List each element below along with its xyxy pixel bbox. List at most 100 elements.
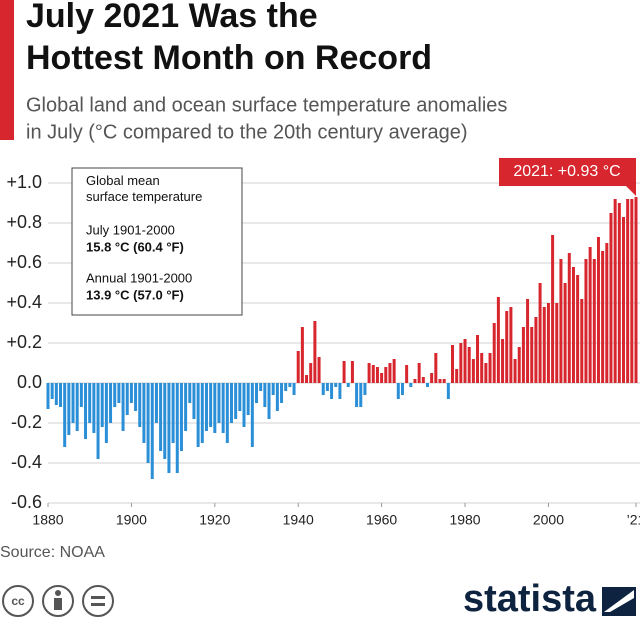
bar (305, 375, 309, 383)
annotation: 2021: +0.93 °C (513, 163, 620, 180)
bar (425, 383, 429, 387)
note-text: July 1901-2000 (86, 222, 175, 237)
note-box (71, 167, 243, 316)
bar (296, 351, 300, 383)
bar (259, 383, 263, 391)
cc-icon (2, 585, 34, 617)
bar (350, 361, 354, 383)
bar (630, 199, 634, 383)
bar (255, 383, 259, 403)
bar (501, 339, 505, 383)
bar (242, 383, 246, 427)
bar (471, 359, 475, 383)
bar (484, 363, 488, 383)
bar (292, 383, 296, 395)
bar (125, 383, 129, 415)
nd-icon-bar (91, 596, 105, 599)
bar (530, 327, 534, 383)
chart-subtitle: in July (°C compared to the 20th century… (26, 121, 468, 143)
bar (342, 361, 346, 383)
bar (380, 373, 384, 383)
note-heading: Global mean surface temperature (86, 173, 202, 204)
bar (555, 303, 559, 383)
y-tick-label: -0.6 (11, 492, 42, 512)
bar (546, 303, 550, 383)
chart-title: July 2021 Was the (26, 0, 318, 35)
bar (542, 307, 546, 383)
brand: statista (463, 578, 597, 619)
bar (626, 199, 630, 383)
bar (96, 383, 100, 459)
title-accent (0, 0, 14, 140)
bar (88, 383, 92, 423)
bar (229, 383, 233, 423)
bar (288, 383, 292, 387)
bar (488, 353, 492, 383)
bar (513, 359, 517, 383)
bar (71, 383, 75, 423)
bar (505, 311, 509, 383)
bar (104, 383, 108, 443)
bar (605, 243, 609, 383)
y-tick-label: -0.4 (11, 452, 42, 472)
bar (446, 383, 450, 399)
bar (588, 247, 592, 383)
bar (517, 347, 521, 383)
bar (455, 369, 459, 383)
bar (480, 353, 484, 383)
bar (538, 283, 542, 383)
bar (526, 299, 530, 383)
bar (496, 297, 500, 383)
bar (392, 359, 396, 383)
bar (217, 383, 221, 423)
bar (100, 383, 104, 427)
bar (367, 363, 371, 383)
bar (113, 383, 117, 407)
x-tick-label: 2000 (533, 512, 564, 528)
y-tick-label: -0.2 (11, 412, 42, 432)
bar (213, 383, 217, 433)
bar (430, 373, 434, 383)
bar (596, 237, 600, 383)
note-text: 15.8 °C (60.4 °F) (86, 239, 184, 254)
note-text: Annual 1901-2000 (86, 270, 192, 285)
y-tick-label: 0.0 (17, 372, 42, 392)
by-icon-body (54, 598, 62, 610)
bar (171, 383, 175, 443)
bar (634, 197, 638, 383)
by-icon-head (55, 590, 61, 596)
bar (109, 383, 113, 423)
y-tick-label: +0.6 (6, 252, 42, 272)
y-tick-label: +1.0 (6, 172, 42, 192)
bar (413, 379, 417, 383)
bar (371, 365, 375, 383)
bar (200, 383, 204, 443)
bar (284, 383, 288, 391)
nd-icon-bar (91, 603, 105, 606)
bar (317, 357, 321, 383)
bar (463, 339, 467, 383)
bar (434, 353, 438, 383)
bar (559, 259, 563, 383)
chart-subtitle: Global land and ocean surface temperatur… (26, 94, 507, 116)
bar (188, 383, 192, 403)
bar (309, 363, 313, 383)
annotation-pointer (626, 186, 636, 196)
bar (334, 383, 338, 387)
x-tick-label: ’21 (627, 512, 640, 528)
bar (179, 383, 183, 451)
bar (196, 383, 200, 447)
bar (467, 347, 471, 383)
bar (75, 383, 79, 431)
y-tick-label: +0.8 (6, 212, 42, 232)
bar (384, 367, 388, 383)
x-tick-label: 1940 (283, 512, 314, 528)
bar (63, 383, 67, 447)
x-tick-label: 1920 (199, 512, 230, 528)
bar (154, 383, 158, 423)
bar (601, 251, 605, 383)
bar (204, 383, 208, 431)
bar (159, 383, 163, 451)
bar (438, 379, 442, 383)
bar (138, 383, 142, 427)
